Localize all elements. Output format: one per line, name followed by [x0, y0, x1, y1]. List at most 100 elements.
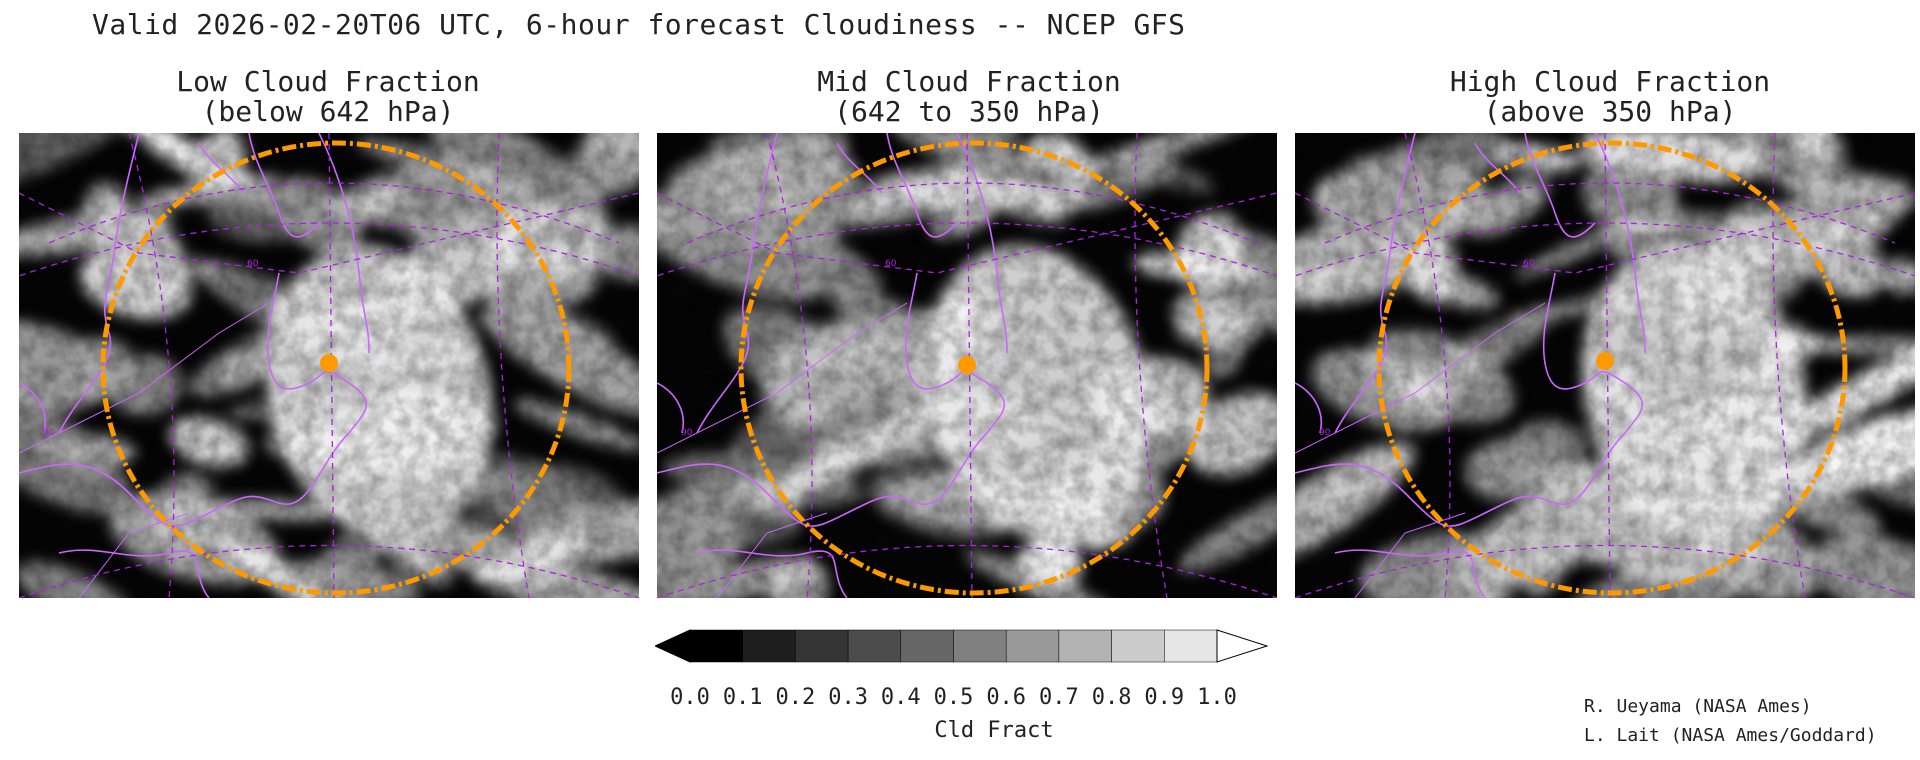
coastline-path [1474, 142, 1521, 194]
latitude-line [1295, 222, 1915, 277]
coastline-path [657, 432, 988, 527]
panel-title-line1: Mid Cloud Fraction [817, 65, 1121, 98]
coastline-path [248, 133, 320, 238]
coastline-path [1334, 133, 1416, 434]
meridian-line [766, 133, 813, 598]
boundary-line [19, 302, 270, 454]
coastline-path [696, 549, 848, 598]
boundary-line [1354, 512, 1466, 598]
colorbar-unit-label: Cld Fract [934, 718, 1054, 743]
meridian-line [1772, 133, 1806, 598]
colorbar-cell [953, 629, 1007, 663]
latitude-label: 60 [1523, 259, 1535, 269]
panel-title-mid: Mid Cloud Fraction (642 to 350 hPa) [649, 67, 1289, 127]
panel-title-line2: (642 to 350 hPa) [834, 95, 1104, 128]
credit-line-1: R. Ueyama (NASA Ames) [1584, 696, 1812, 717]
panel-title-high: High Cloud Fraction (above 350 hPa) [1290, 67, 1920, 127]
map-panel-mid: 60 90 [657, 133, 1277, 598]
meridian-line [1134, 133, 1168, 598]
boundary-line [657, 302, 908, 454]
latitude-line [1295, 544, 1915, 598]
colorbar-tick-label: 0.0 [670, 685, 710, 710]
coastline-path [58, 549, 210, 598]
coastline-path [886, 133, 958, 238]
colorbar-tick-label: 0.4 [880, 685, 921, 710]
colorbar-cell [1111, 629, 1165, 663]
panel-title-line1: High Cloud Fraction [1449, 65, 1771, 98]
lat-lon-grid [1295, 133, 1915, 598]
coastline-path [657, 382, 684, 434]
latitude-line [1324, 182, 1896, 244]
latitude-label: 90 [1319, 428, 1331, 438]
colorbar-cell [689, 629, 743, 663]
latitude-line [686, 182, 1258, 244]
colorbar-tick-label: 0.7 [1039, 685, 1079, 710]
latitude-line [657, 544, 1277, 598]
coastlines [657, 133, 1008, 598]
boundary-line [1295, 302, 1546, 454]
panel-title-line1: Low Cloud Fraction [176, 65, 480, 98]
coastline-path [1594, 133, 1646, 354]
map-panel-low: 60 90 [19, 133, 639, 598]
credits: R. Ueyama (NASA Ames) L. Lait (NASA Ames… [1584, 692, 1877, 750]
colorbar-cell [1164, 629, 1218, 663]
boundary-line [78, 512, 190, 598]
boundary-line [716, 512, 828, 598]
panel-title-line2: (below 642 hPa) [201, 95, 455, 128]
coastline-path [318, 133, 370, 354]
colorbar-tick-label: 0.1 [722, 685, 763, 710]
meridian-line [496, 133, 530, 598]
coastline-path [19, 382, 46, 434]
coastline-path [1524, 133, 1596, 238]
coastline-path [696, 133, 778, 434]
map-panel-high: 60 90 [1295, 133, 1915, 598]
target-marker [320, 354, 338, 372]
colorbar-high-extension [1216, 629, 1269, 663]
colorbar-tick-label: 0.6 [986, 685, 1027, 710]
target-marker [1596, 352, 1614, 370]
colorbar-low-extension [655, 629, 691, 663]
latitude-label: 90 [681, 428, 693, 438]
range-ring [738, 140, 1210, 596]
latitude-label: 60 [885, 259, 897, 269]
colorbar-tick-label: 0.5 [933, 685, 974, 710]
colorbar-cell [1005, 629, 1060, 663]
latitude-line [19, 544, 639, 598]
coastline-path [1295, 382, 1322, 434]
latitude-line [19, 222, 639, 277]
panel-title-line2: (above 350 hPa) [1483, 95, 1737, 128]
colorbar-cell [847, 629, 902, 663]
colorbar-tick-label: 1.0 [1197, 685, 1237, 710]
latitude-line [48, 182, 620, 244]
colorbar-cell [795, 629, 849, 663]
latitude-line [657, 192, 1277, 274]
colorbar-cell [900, 629, 954, 663]
coastlines [19, 133, 370, 598]
latitude-line [19, 192, 639, 274]
latitude-line [1295, 192, 1915, 274]
credit-line-2: L. Lait (NASA Ames/Goddard) [1584, 725, 1877, 746]
colorbar-tick-label: 0.9 [1144, 685, 1185, 710]
colorbar-tick-label: 0.2 [775, 685, 816, 710]
colorbar-tick-labels: 0.0 0.1 0.2 0.3 0.4 0.5 0.6 0.7 0.8 0.9 1.0 [670, 685, 1270, 715]
coastline-path [1334, 549, 1486, 598]
coastline-path [19, 432, 350, 527]
coastline-path [266, 272, 368, 434]
coastline-path [1295, 432, 1626, 527]
range-ring [1376, 140, 1848, 596]
meridian-line [1404, 133, 1451, 598]
panel-title-low: Low Cloud Fraction (below 642 hPa) [8, 67, 648, 127]
colorbar-tick-label: 0.8 [1091, 685, 1132, 710]
latitude-label: 90 [43, 428, 55, 438]
cloud-map-low: 60 90 [19, 133, 639, 598]
cloud-map-mid: 60 90 [657, 133, 1277, 598]
colorbar-cell [742, 629, 796, 663]
coastlines [1295, 133, 1646, 598]
target-marker [958, 356, 976, 374]
latitude-label: 60 [247, 259, 259, 269]
latitude-line [657, 222, 1277, 277]
coastline-path [904, 272, 1006, 434]
figure-title: Valid 2026-02-20T06 UTC, 6-hour forecast… [92, 8, 1186, 41]
coastline-path [836, 142, 883, 194]
range-ring [100, 140, 572, 596]
